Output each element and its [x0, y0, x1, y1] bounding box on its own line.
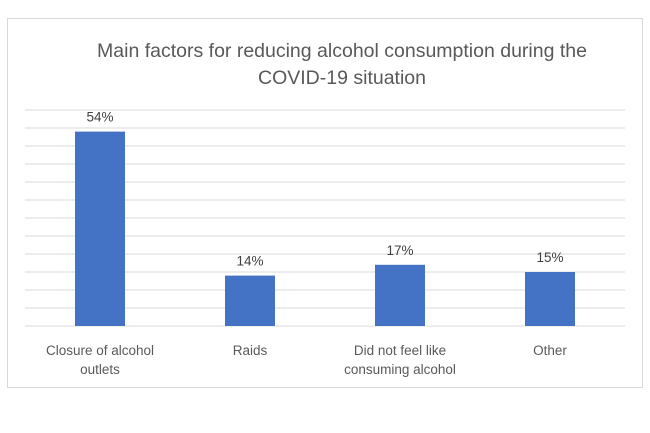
category-tick-label: outlets	[80, 362, 120, 377]
data-label: 15%	[536, 250, 563, 265]
data-labels: 54% 14% 17% 15%	[86, 110, 563, 269]
chart-title: Main factors for reducing alcohol consum…	[97, 40, 587, 89]
bars	[75, 131, 575, 326]
bar	[225, 275, 275, 326]
category-tick-labels: Closure of alcohol outlets Raids Did not fe…	[46, 343, 567, 377]
data-label: 14%	[236, 254, 263, 269]
bar	[375, 264, 425, 326]
data-label: 17%	[386, 243, 413, 258]
category-tick-label: Raids	[233, 343, 268, 358]
category-tick-label: Other	[533, 343, 567, 358]
category-tick-label: Did not feel like	[354, 343, 446, 358]
bar	[525, 272, 575, 326]
bar	[75, 131, 125, 326]
category-tick-label: consuming alcohol	[344, 362, 456, 377]
category-tick-label: Closure of alcohol	[46, 343, 154, 358]
data-label: 54%	[86, 110, 113, 125]
